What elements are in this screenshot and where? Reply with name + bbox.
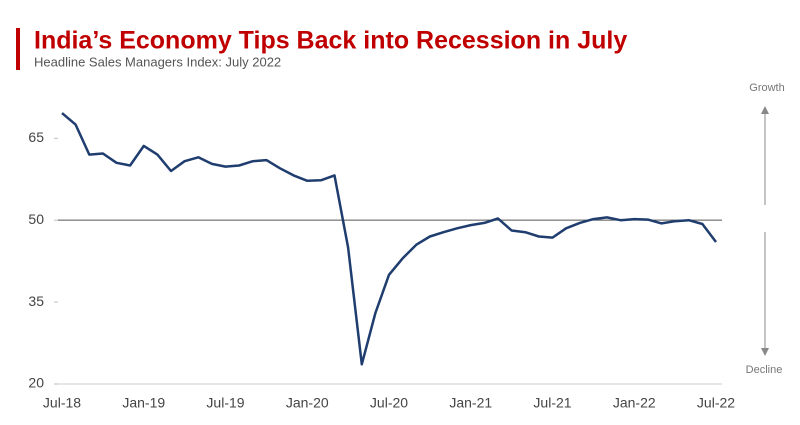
data-line — [61, 112, 717, 366]
x-tick-label: Jul-19 — [206, 395, 244, 411]
x-tick-label: Jul-20 — [370, 395, 408, 411]
x-tick-label: Jan-22 — [613, 395, 656, 411]
decline-arrowhead — [761, 348, 769, 356]
y-tick-label: 35 — [28, 293, 44, 309]
x-tick-label: Jul-22 — [697, 395, 735, 411]
y-tick-label: 50 — [28, 211, 44, 227]
y-tick-label: 65 — [28, 129, 44, 145]
title-bar — [16, 28, 20, 70]
x-tick-label: Jul-18 — [43, 395, 81, 411]
chart-title: India’s Economy Tips Back into Recession… — [34, 27, 627, 55]
growth-arrowhead — [761, 106, 769, 114]
growth-label: Growth — [749, 82, 784, 94]
x-tick-label: Jul-21 — [533, 395, 571, 411]
x-tick-label: Jan-19 — [122, 395, 165, 411]
x-tick-label: Jan-21 — [449, 395, 492, 411]
chart-subtitle: Headline Sales Managers Index: July 2022 — [34, 54, 281, 69]
y-tick-label: 20 — [28, 375, 44, 391]
decline-label: Decline — [746, 364, 783, 376]
x-tick-label: Jan-20 — [286, 395, 329, 411]
